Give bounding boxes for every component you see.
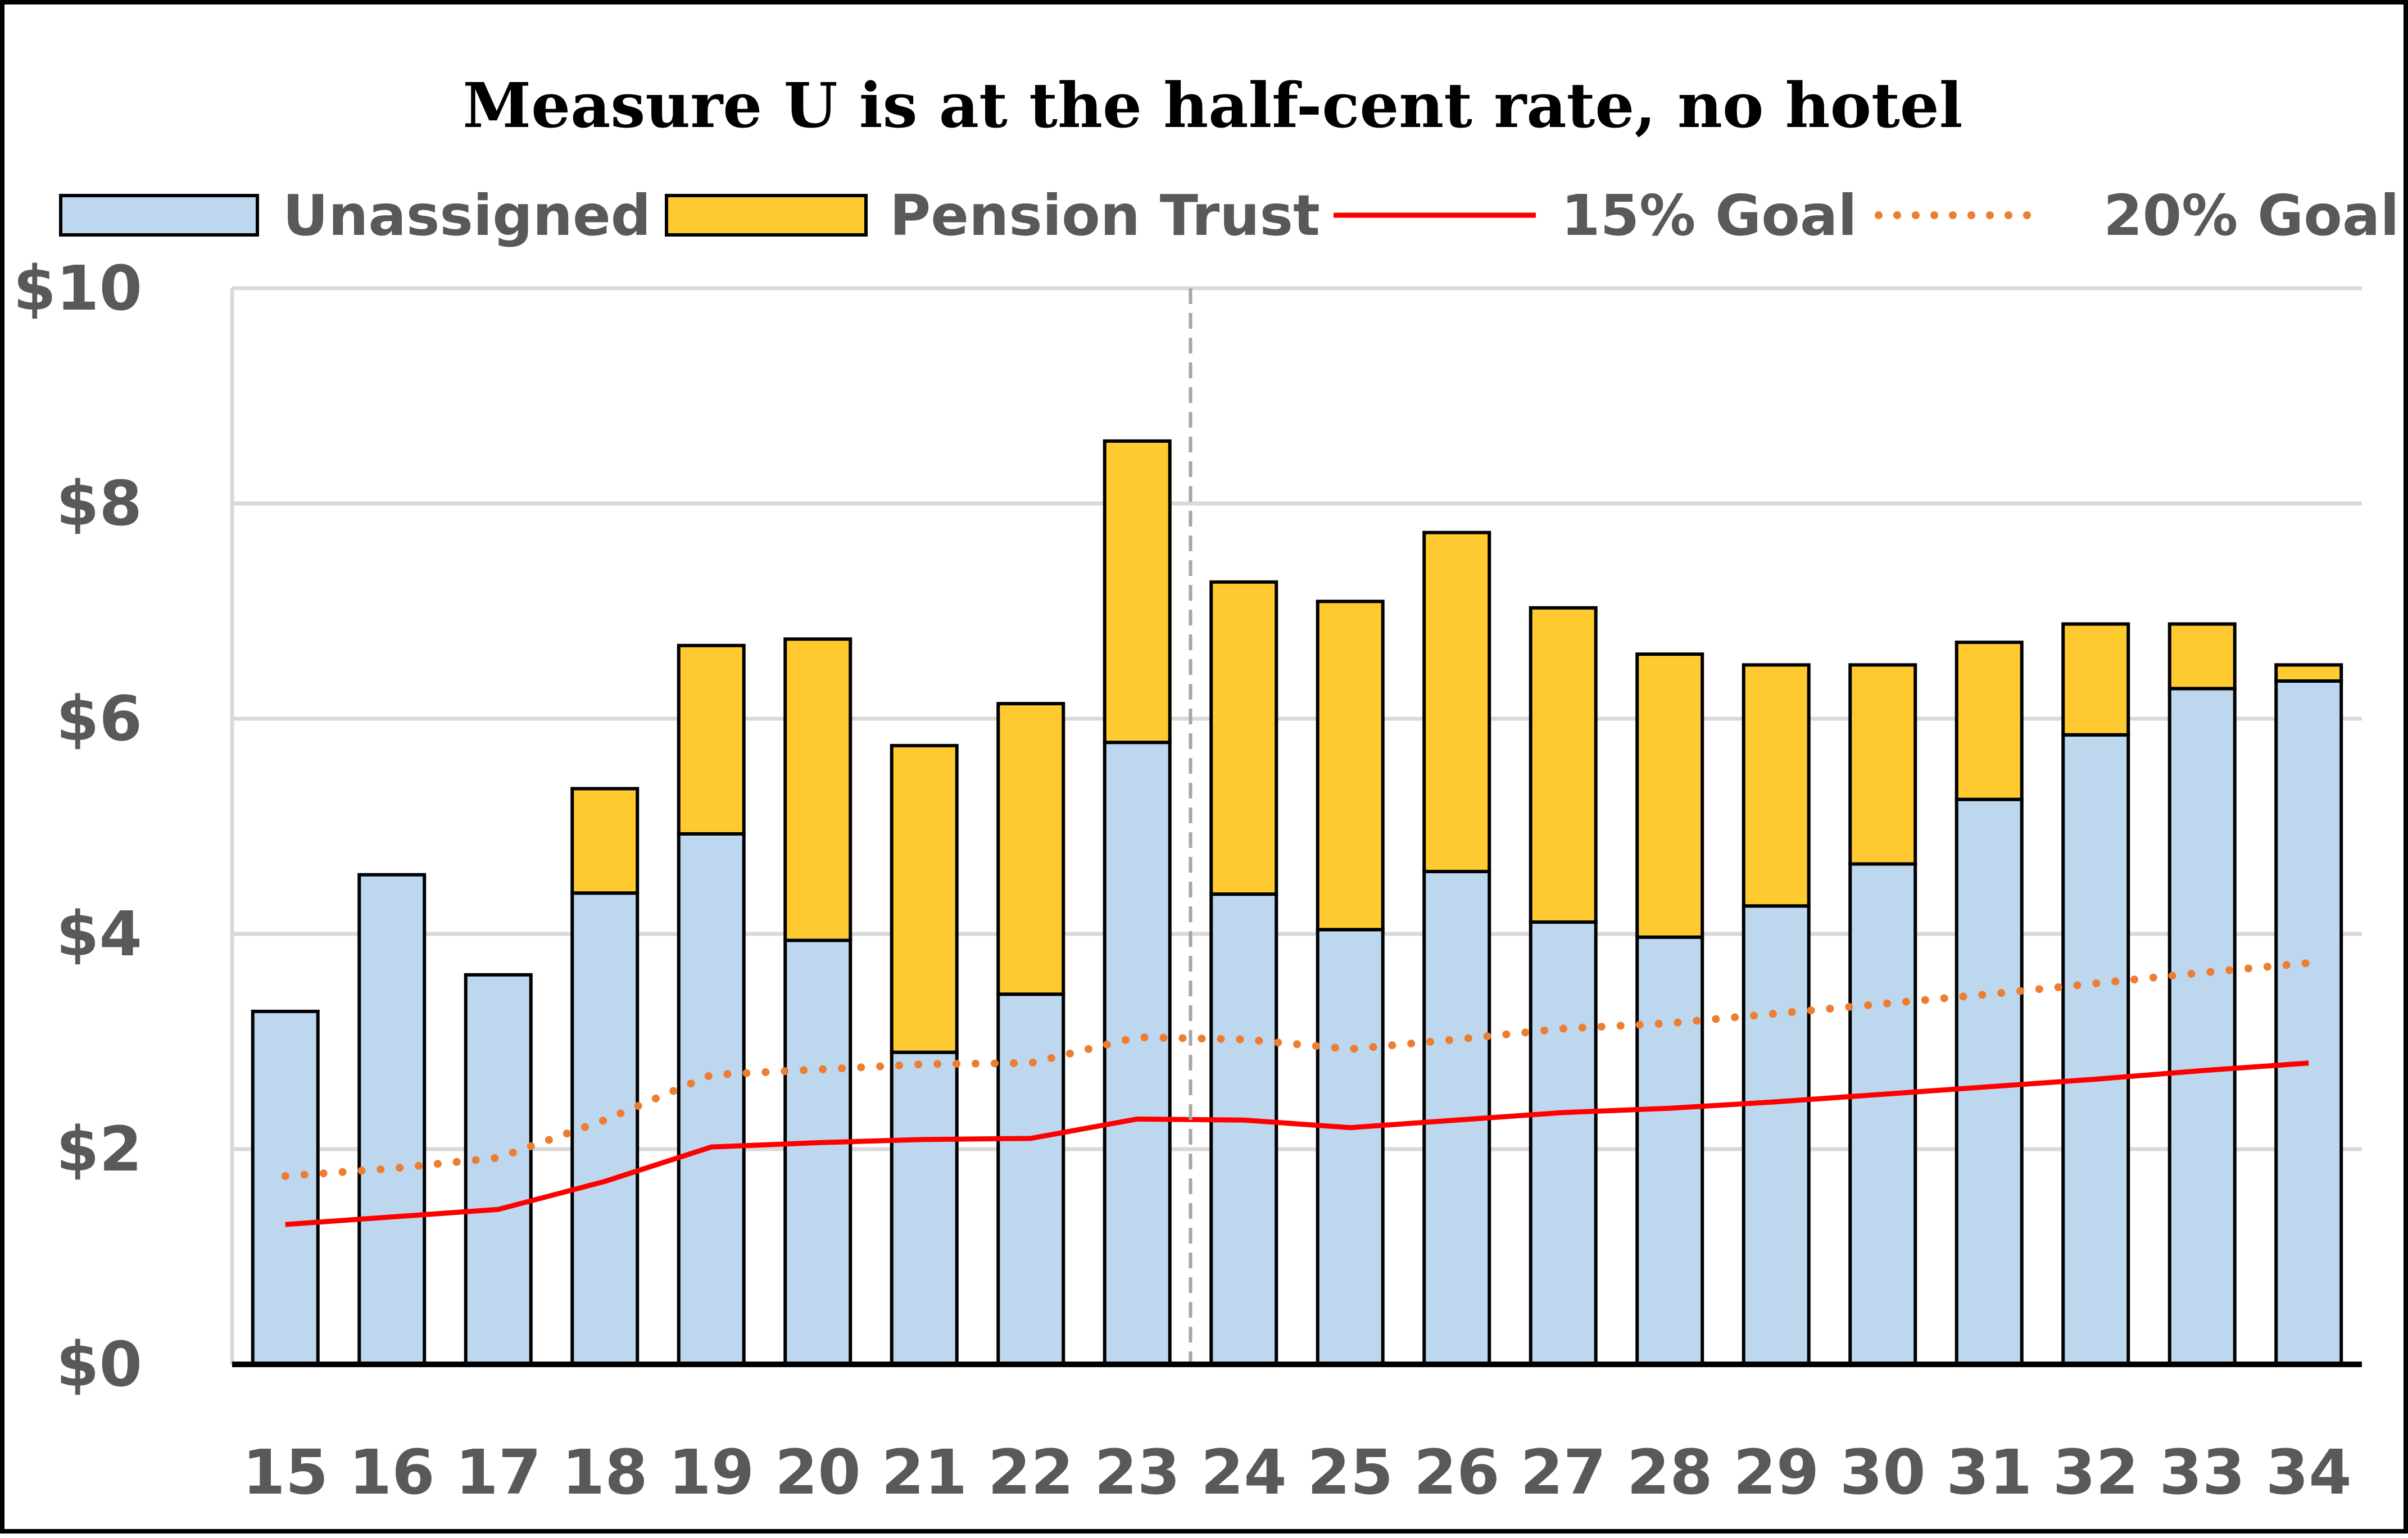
x-tick-label: 17: [455, 1436, 541, 1508]
goal-lines: [281, 959, 2313, 1227]
bar-unassigned: [1742, 904, 1811, 1366]
x-tick-label: 33: [2159, 1436, 2245, 1508]
bar-pension-trust: [1635, 652, 1704, 939]
x-tick-label: 30: [1840, 1436, 1926, 1508]
axes: [230, 288, 2362, 1367]
legend-swatch-unassigned: [59, 194, 259, 237]
bar-unassigned: [1316, 928, 1385, 1366]
x-tick-label: 18: [562, 1436, 648, 1508]
y-tick-label: $10: [13, 252, 142, 324]
legend-label-unassigned: Unassigned: [283, 183, 651, 248]
line-15-goal: [285, 1060, 2309, 1227]
x-tick-label: 22: [988, 1436, 1074, 1508]
bar-pension-trust: [2274, 663, 2343, 683]
x-tick-label: 27: [1520, 1436, 1606, 1508]
bar-unassigned: [996, 992, 1065, 1366]
bar-unassigned: [464, 973, 533, 1366]
x-tick-label: 15: [242, 1436, 328, 1508]
legend-label-15-goal: 15% Goal: [1561, 183, 1857, 248]
bar-unassigned: [1103, 741, 1172, 1366]
bar-pension-trust: [890, 743, 959, 1054]
bar-pension-trust: [1422, 530, 1491, 873]
y-tick-label: $0: [56, 1328, 142, 1400]
bar-unassigned: [2061, 733, 2130, 1366]
bar-pension-trust: [1316, 600, 1385, 932]
bars: [251, 439, 2343, 1367]
line-20-goal: [281, 959, 2313, 1180]
bar-pension-trust: [2167, 622, 2237, 691]
bar-unassigned: [357, 873, 427, 1367]
chart-title: Measure U is at the half-cent rate, no h…: [462, 69, 1962, 142]
x-tick-label: 25: [1307, 1436, 1393, 1508]
bar-pension-trust: [1103, 439, 1172, 745]
x-tick-label: 24: [1201, 1436, 1287, 1508]
x-tick-label: 34: [2266, 1436, 2352, 1508]
bar-unassigned: [890, 1050, 959, 1366]
bar-unassigned: [1954, 797, 2024, 1366]
bar-pension-trust: [1529, 606, 1598, 924]
bar-unassigned: [1635, 935, 1704, 1366]
legend-label-20-goal: 20% Goal: [2103, 183, 2400, 248]
x-tick-label: 29: [1733, 1436, 1819, 1508]
x-tick-label: 32: [2053, 1436, 2139, 1508]
bar-unassigned: [677, 832, 746, 1366]
legend-label-pension-trust: Pension Trust: [890, 183, 1320, 248]
bar-pension-trust: [996, 702, 1065, 996]
bar-pension-trust: [1209, 580, 1278, 896]
bar-pension-trust: [1954, 641, 2024, 801]
legend-swatch-pension-trust: [665, 194, 868, 237]
bar-pension-trust: [677, 643, 746, 836]
bar-pension-trust: [570, 787, 640, 895]
x-tick-label: 20: [775, 1436, 861, 1508]
gridlines: [232, 286, 2362, 1151]
bar-pension-trust: [1848, 663, 1917, 866]
x-tick-label: 21: [881, 1436, 967, 1508]
x-tick-label: 23: [1094, 1436, 1180, 1508]
bar-pension-trust: [2061, 622, 2130, 737]
x-tick-label: 16: [349, 1436, 435, 1508]
chart-svg: Measure U is at the half-cent rate, no h…: [13, 69, 2400, 1508]
x-axis-ticks: 15 16 17 18 19 20 21 22 23 24 25 26 27 28 29 30 31 32 33 34: [242, 1436, 2352, 1508]
legend: Unassigned Pension Trust 15% Goal 20% Goal: [59, 183, 2400, 248]
y-axis-ticks: $0 $2 $4 $6 $8 $10: [13, 252, 142, 1400]
y-tick-label: $6: [56, 683, 142, 755]
bar-unassigned: [1209, 892, 1278, 1366]
x-tick-label: 28: [1627, 1436, 1713, 1508]
bar-pension-trust: [1742, 663, 1811, 908]
y-tick-label: $2: [56, 1113, 142, 1185]
bar-pension-trust: [783, 637, 852, 942]
bar-unassigned: [251, 1009, 320, 1366]
x-tick-label: 26: [1414, 1436, 1500, 1508]
y-tick-label: $4: [56, 898, 142, 970]
bar-unassigned: [783, 938, 852, 1366]
y-tick-label: $8: [56, 468, 142, 539]
x-tick-label: 31: [1946, 1436, 2032, 1508]
x-tick-label: 19: [668, 1436, 754, 1508]
bar-unassigned: [1848, 862, 1917, 1366]
bar-unassigned: [2167, 687, 2237, 1366]
bar-unassigned: [2274, 679, 2343, 1366]
bar-unassigned: [1529, 920, 1598, 1367]
goal-gap-fills: [255, 963, 2339, 1225]
